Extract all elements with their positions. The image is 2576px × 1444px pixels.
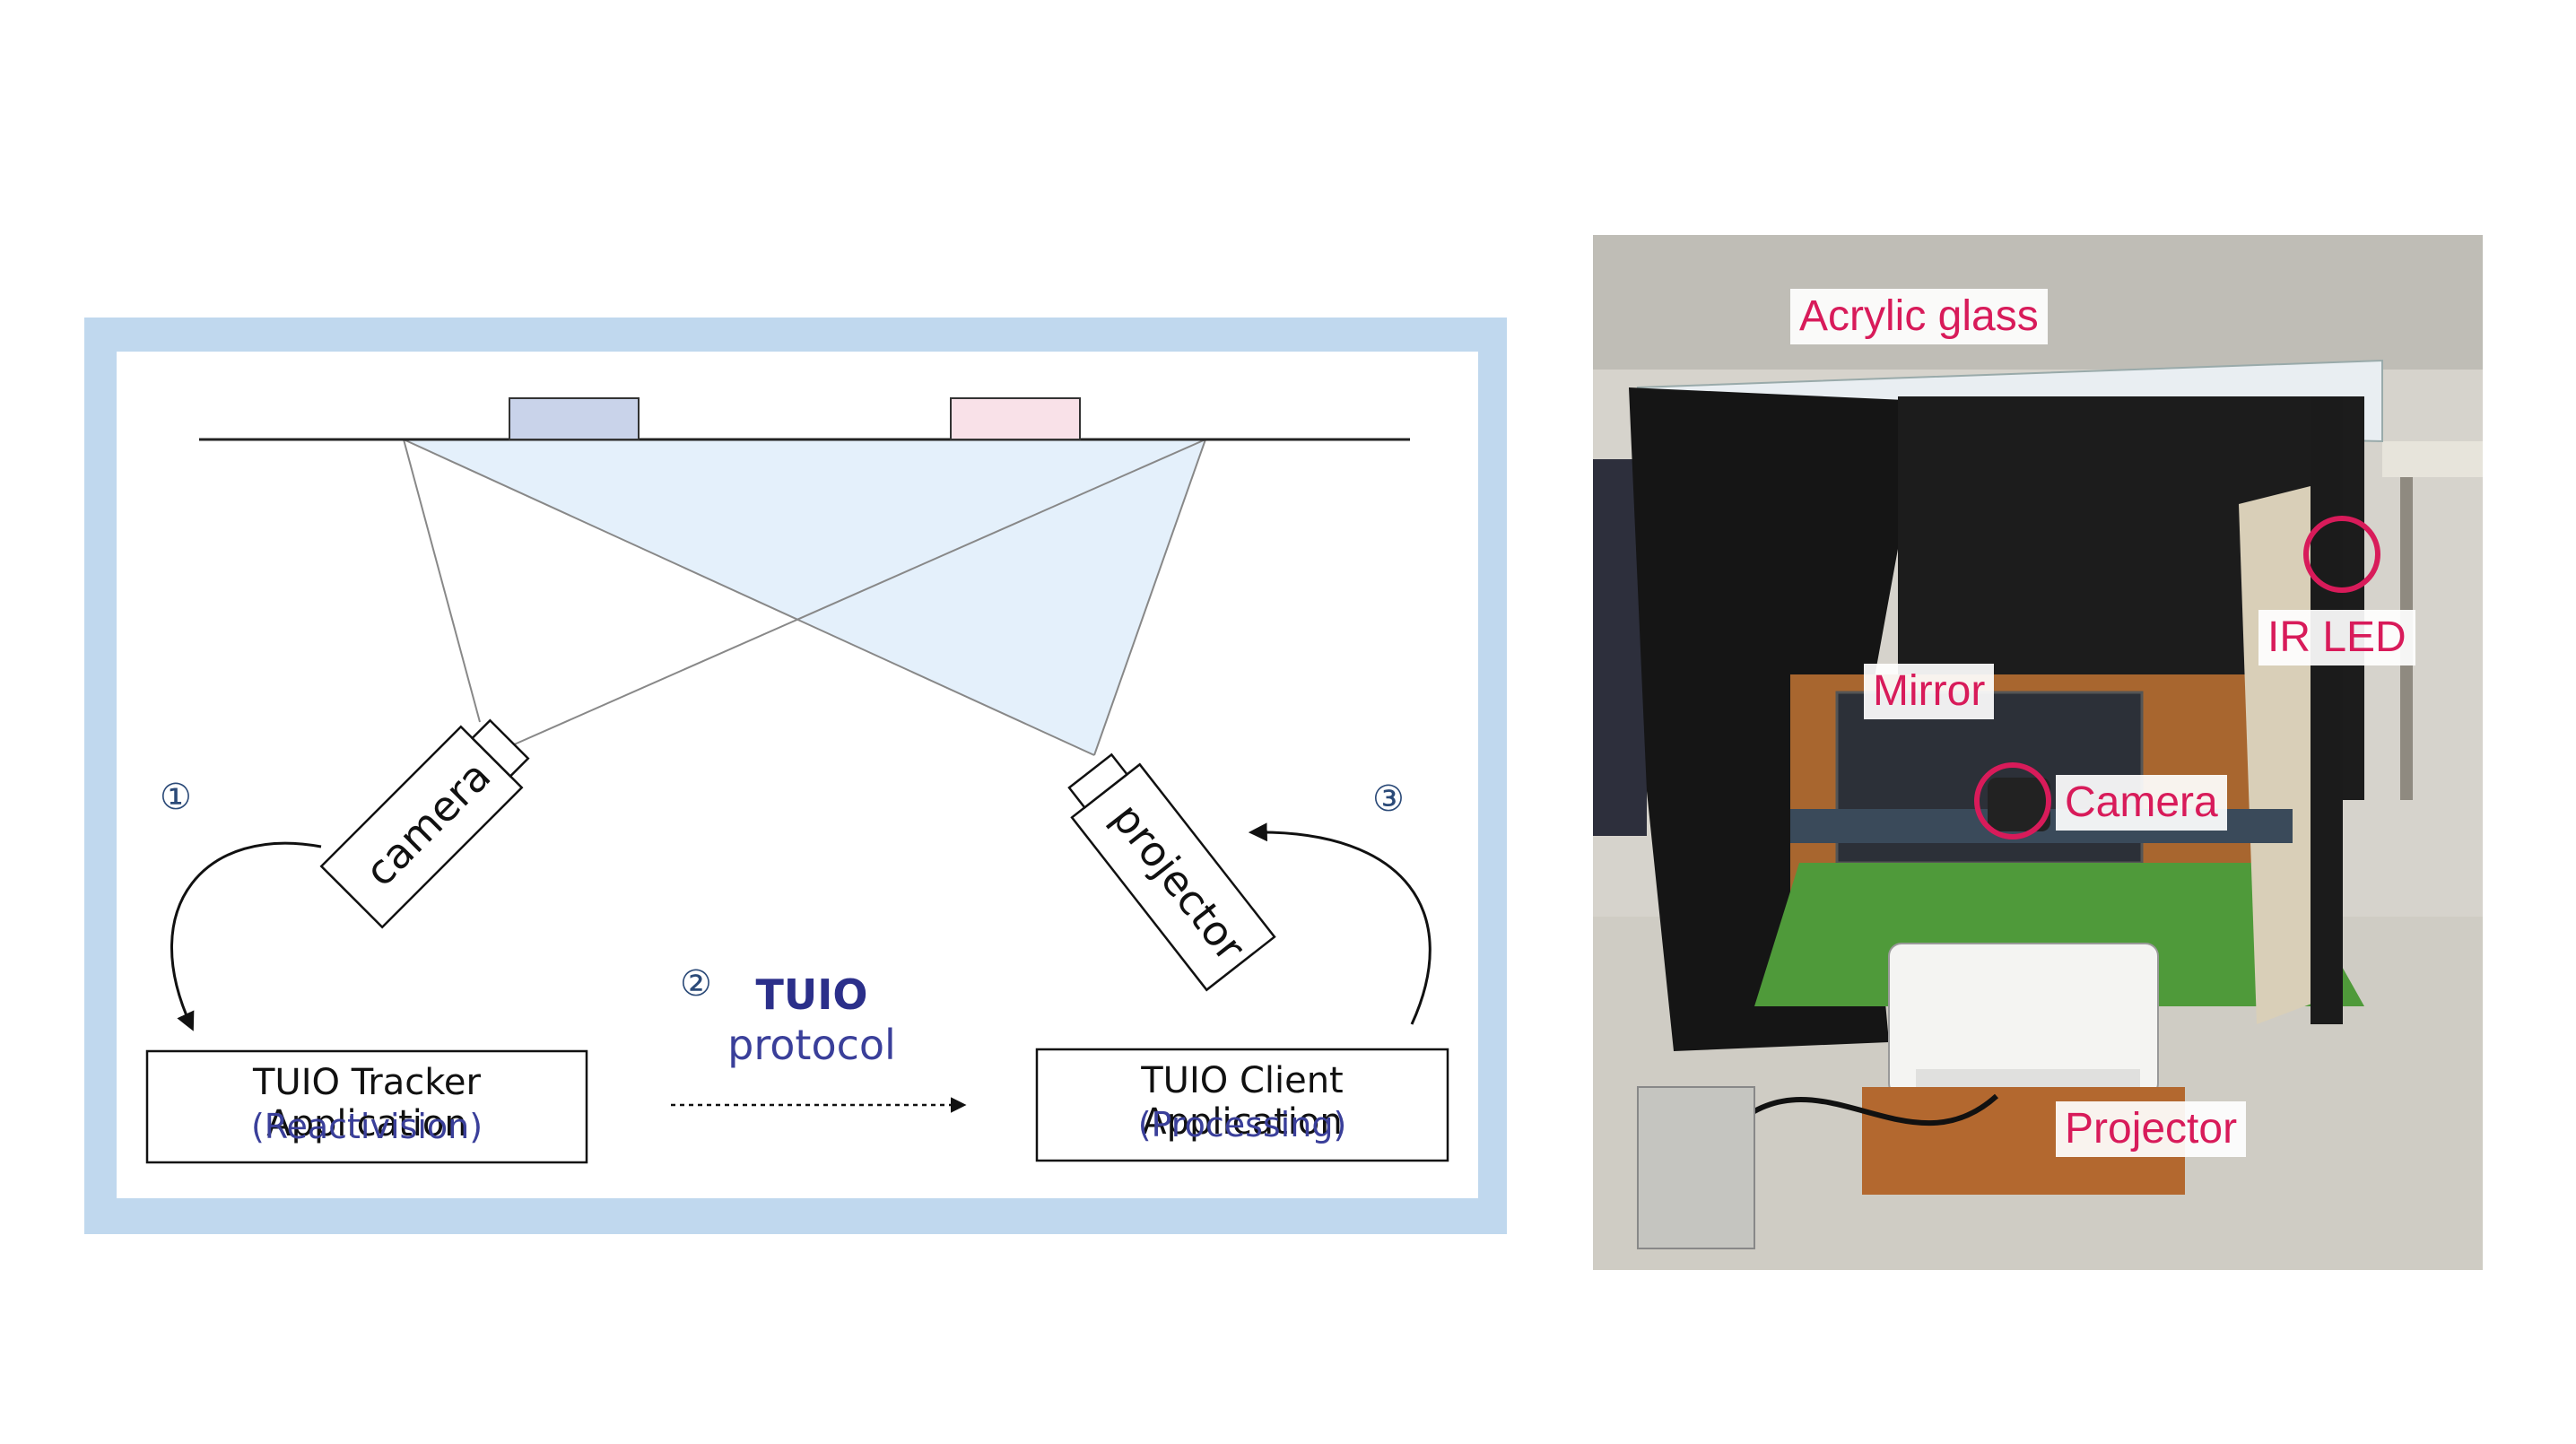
hardware-photo: Acrylic glass IR LED Mirror Camera Proje… — [1593, 235, 2483, 1270]
acrylic-glass-label: Acrylic glass — [1790, 289, 2048, 344]
hardware-illustration — [1593, 235, 2483, 1270]
flow-arrow-client-to-projector — [1248, 822, 1432, 1025]
projection-edge-right — [1093, 439, 1206, 756]
step-marker-1: ① — [160, 777, 192, 818]
protocol-subtitle: protocol — [727, 1021, 896, 1069]
mirror-label: Mirror — [1864, 664, 1995, 719]
protocol-title: TUIO — [755, 970, 868, 1019]
tracker-app-title: TUIO Tracker Application — [252, 1062, 481, 1144]
marker-object-right — [950, 397, 1081, 440]
marker-object-left — [509, 397, 640, 440]
step-marker-2: ② — [680, 963, 712, 1005]
client-app-subtitle: (Processing) — [1137, 1105, 1347, 1144]
tracker-app-box — [145, 1049, 588, 1164]
projector-device — [1067, 752, 1276, 992]
camera-view-left — [403, 439, 481, 723]
projector-photo-label: Projector — [2056, 1101, 2247, 1157]
tracker-app-subtitle: (Reactivision) — [250, 1107, 483, 1146]
client-app-box — [1035, 1048, 1449, 1162]
ir-led-highlight — [2303, 516, 2380, 593]
camera-device — [319, 718, 530, 929]
camera-view-right — [503, 439, 1206, 750]
flow-arrow-camera-to-tracker — [170, 841, 322, 1031]
camera-highlight — [1974, 762, 2051, 839]
step-marker-3: ③ — [1372, 779, 1405, 820]
camera-photo-label: Camera — [2056, 775, 2227, 831]
projection-edge-left — [403, 439, 1095, 756]
ir-led-label: IR LED — [2258, 610, 2415, 665]
projection-cone — [404, 439, 1205, 755]
client-app-title: TUIO Client Application — [1141, 1060, 1344, 1143]
